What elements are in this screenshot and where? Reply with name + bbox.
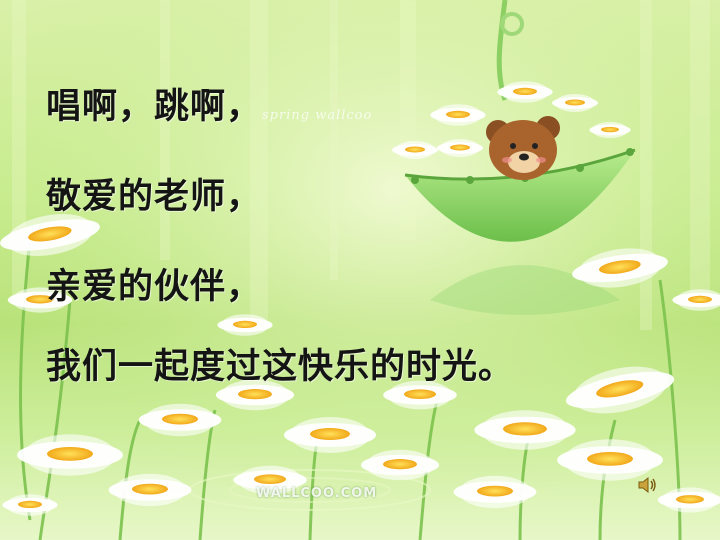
verse-line-4: 我们一起度过这快乐的时光。 [46, 347, 515, 387]
verse-line-2: 敬爱的老师， [46, 177, 263, 217]
verse-line-3: 亲爱的伙伴， [46, 267, 263, 307]
spring-watermark: spring wallcoo [262, 108, 373, 123]
speaker-icon[interactable] [636, 474, 658, 496]
verse-line-1: 唱啊，跳啊， [46, 87, 263, 127]
wallcoo-watermark: WALLCOO.COM [256, 486, 378, 501]
